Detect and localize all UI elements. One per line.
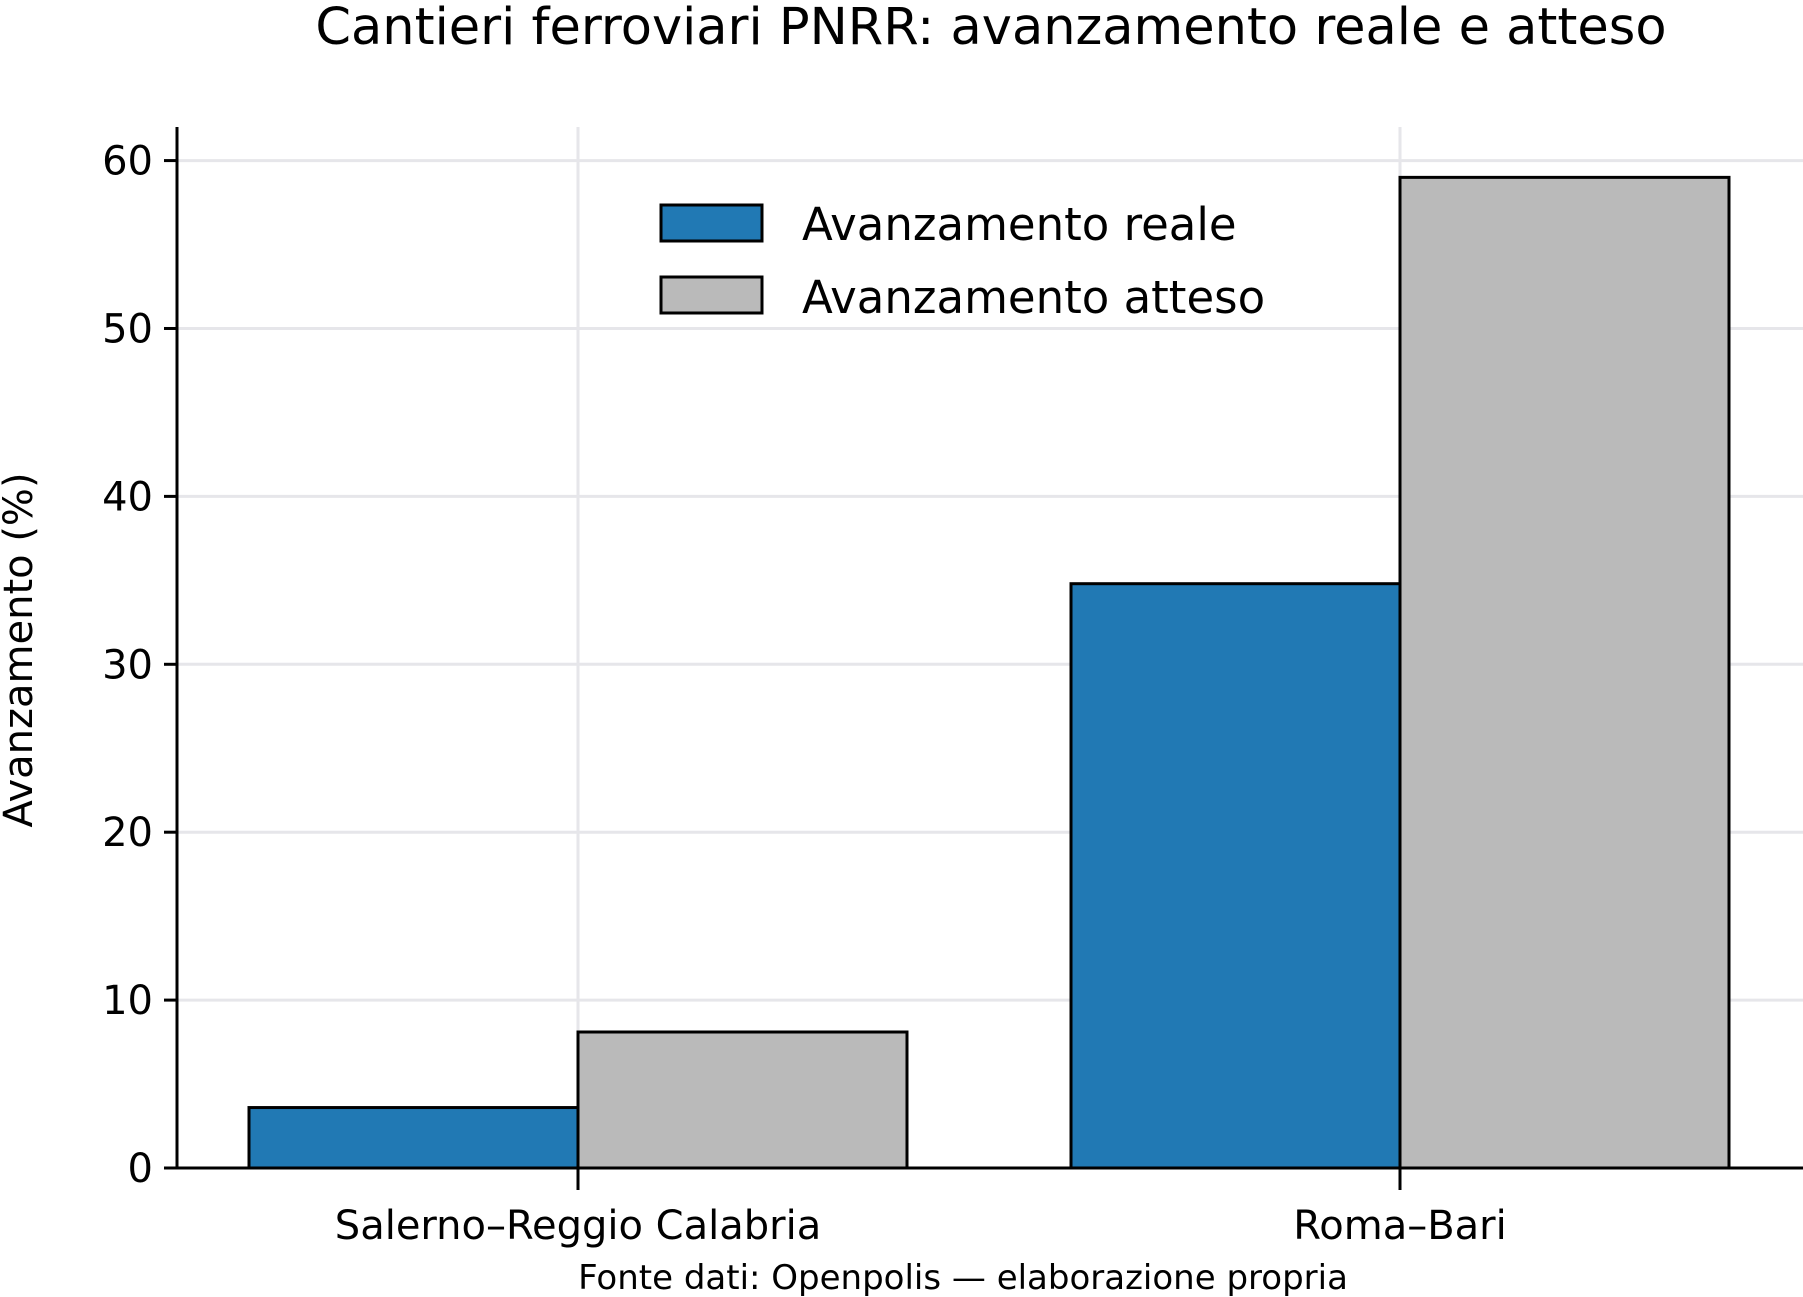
- legend: Avanzamento reale Avanzamento atteso: [659, 198, 1265, 324]
- y-tick-label: 20: [102, 810, 153, 856]
- y-axis-label: Avanzamento (%): [0, 472, 42, 827]
- legend-label-reale: Avanzamento reale: [802, 198, 1237, 251]
- y-tick-label: 40: [102, 474, 153, 520]
- source-note: Fonte dati: Openpolis — elaborazione pro…: [578, 1258, 1348, 1297]
- y-tick-label: 0: [128, 1146, 153, 1192]
- x-tick-label: Salerno–Reggio Calabria: [335, 1203, 821, 1249]
- legend-label-atteso: Avanzamento atteso: [802, 271, 1265, 324]
- y-tick-label: 30: [102, 642, 153, 688]
- bars: [247, 175, 1731, 1170]
- chart-title: Cantieri ferroviari PNRR: avanzamento re…: [315, 0, 1666, 57]
- y-tick-label: 10: [102, 978, 153, 1024]
- y-tick-label: 60: [102, 139, 153, 185]
- bar-atteso-1: [1398, 175, 1731, 1170]
- x-axis-ticks: Salerno–Reggio Calabria Roma–Bari: [335, 1168, 1507, 1249]
- bar-reale-1: [1069, 582, 1402, 1170]
- y-tick-label: 50: [102, 306, 153, 352]
- bar-atteso-0: [576, 1030, 909, 1170]
- bar-reale-0: [247, 1106, 580, 1170]
- x-tick-label: Roma–Bari: [1293, 1203, 1506, 1249]
- y-axis-ticks: 0 10 20 30 40 50 60: [102, 139, 177, 1192]
- legend-swatch-reale: [659, 203, 764, 243]
- legend-swatch-atteso: [659, 275, 764, 315]
